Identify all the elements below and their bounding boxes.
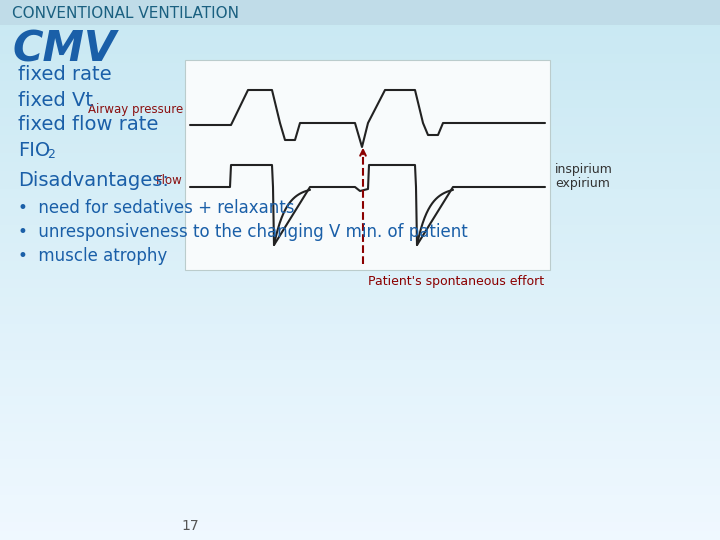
Bar [0, 531, 720, 540]
Bar [0, 135, 720, 144]
Bar [0, 72, 720, 81]
Bar [0, 261, 720, 270]
Bar [0, 108, 720, 117]
Bar [0, 198, 720, 207]
Bar [0, 432, 720, 441]
Bar [0, 126, 720, 135]
Text: Patient's spontaneous effort: Patient's spontaneous effort [368, 275, 544, 288]
Bar [0, 342, 720, 351]
Bar [0, 252, 720, 261]
Bar [0, 9, 720, 18]
Bar [0, 486, 720, 495]
Text: CONVENTIONAL VENTILATION: CONVENTIONAL VENTILATION [12, 5, 239, 21]
Bar [0, 0, 720, 25]
Bar [0, 405, 720, 414]
Bar [0, 27, 720, 36]
Bar [0, 522, 720, 531]
Bar [0, 54, 720, 63]
Bar [0, 162, 720, 171]
Bar [0, 90, 720, 99]
Bar [0, 81, 720, 90]
Bar [0, 180, 720, 189]
Bar [0, 333, 720, 342]
Bar [0, 396, 720, 405]
Bar [0, 369, 720, 378]
Bar [0, 216, 720, 225]
Bar [0, 378, 720, 387]
Bar [0, 495, 720, 504]
Bar [0, 297, 720, 306]
Bar [0, 18, 720, 27]
Bar [0, 504, 720, 513]
Bar [0, 270, 720, 279]
Bar [0, 414, 720, 423]
Bar [0, 468, 720, 477]
Bar [0, 0, 720, 9]
Bar [0, 306, 720, 315]
Bar [0, 351, 720, 360]
Text: •  unresponsiveness to the changing V min. of patient: • unresponsiveness to the changing V min… [18, 223, 468, 241]
Text: Flow: Flow [156, 173, 183, 186]
Text: fixed Vt: fixed Vt [18, 91, 93, 110]
Text: 2: 2 [47, 147, 55, 160]
Bar [0, 387, 720, 396]
Bar [185, 60, 550, 270]
Bar [0, 144, 720, 153]
Bar [0, 513, 720, 522]
Text: Disadvantages:: Disadvantages: [18, 171, 169, 190]
Bar [0, 459, 720, 468]
Bar [0, 171, 720, 180]
Bar [0, 117, 720, 126]
Bar [0, 99, 720, 108]
Bar [0, 189, 720, 198]
Bar [0, 36, 720, 45]
Bar [0, 153, 720, 162]
Text: FIO: FIO [18, 140, 50, 159]
Bar [0, 360, 720, 369]
Bar [0, 441, 720, 450]
Text: Airway pressure: Airway pressure [88, 104, 183, 117]
Bar [0, 315, 720, 324]
Text: •  need for sedatives + relaxants: • need for sedatives + relaxants [18, 199, 294, 217]
Text: fixed flow rate: fixed flow rate [18, 116, 158, 134]
Text: inspirium: inspirium [555, 164, 613, 177]
Bar [0, 450, 720, 459]
Bar [0, 324, 720, 333]
Text: expirium: expirium [555, 178, 610, 191]
Bar [0, 45, 720, 54]
Bar [0, 243, 720, 252]
Bar [0, 477, 720, 486]
Text: •  muscle atrophy: • muscle atrophy [18, 247, 167, 265]
Bar [0, 63, 720, 72]
Bar [0, 423, 720, 432]
Text: 17: 17 [181, 519, 199, 533]
Bar [0, 207, 720, 216]
Bar [0, 225, 720, 234]
Bar [0, 234, 720, 243]
Text: CMV: CMV [12, 29, 116, 71]
Bar [0, 288, 720, 297]
Text: fixed rate: fixed rate [18, 65, 112, 84]
Bar [0, 279, 720, 288]
